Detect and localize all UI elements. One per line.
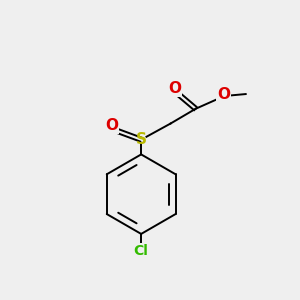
Text: S: S bbox=[136, 132, 147, 147]
Text: O: O bbox=[217, 87, 230, 102]
Text: O: O bbox=[105, 118, 118, 134]
Text: O: O bbox=[168, 81, 181, 96]
Text: Cl: Cl bbox=[134, 244, 148, 258]
